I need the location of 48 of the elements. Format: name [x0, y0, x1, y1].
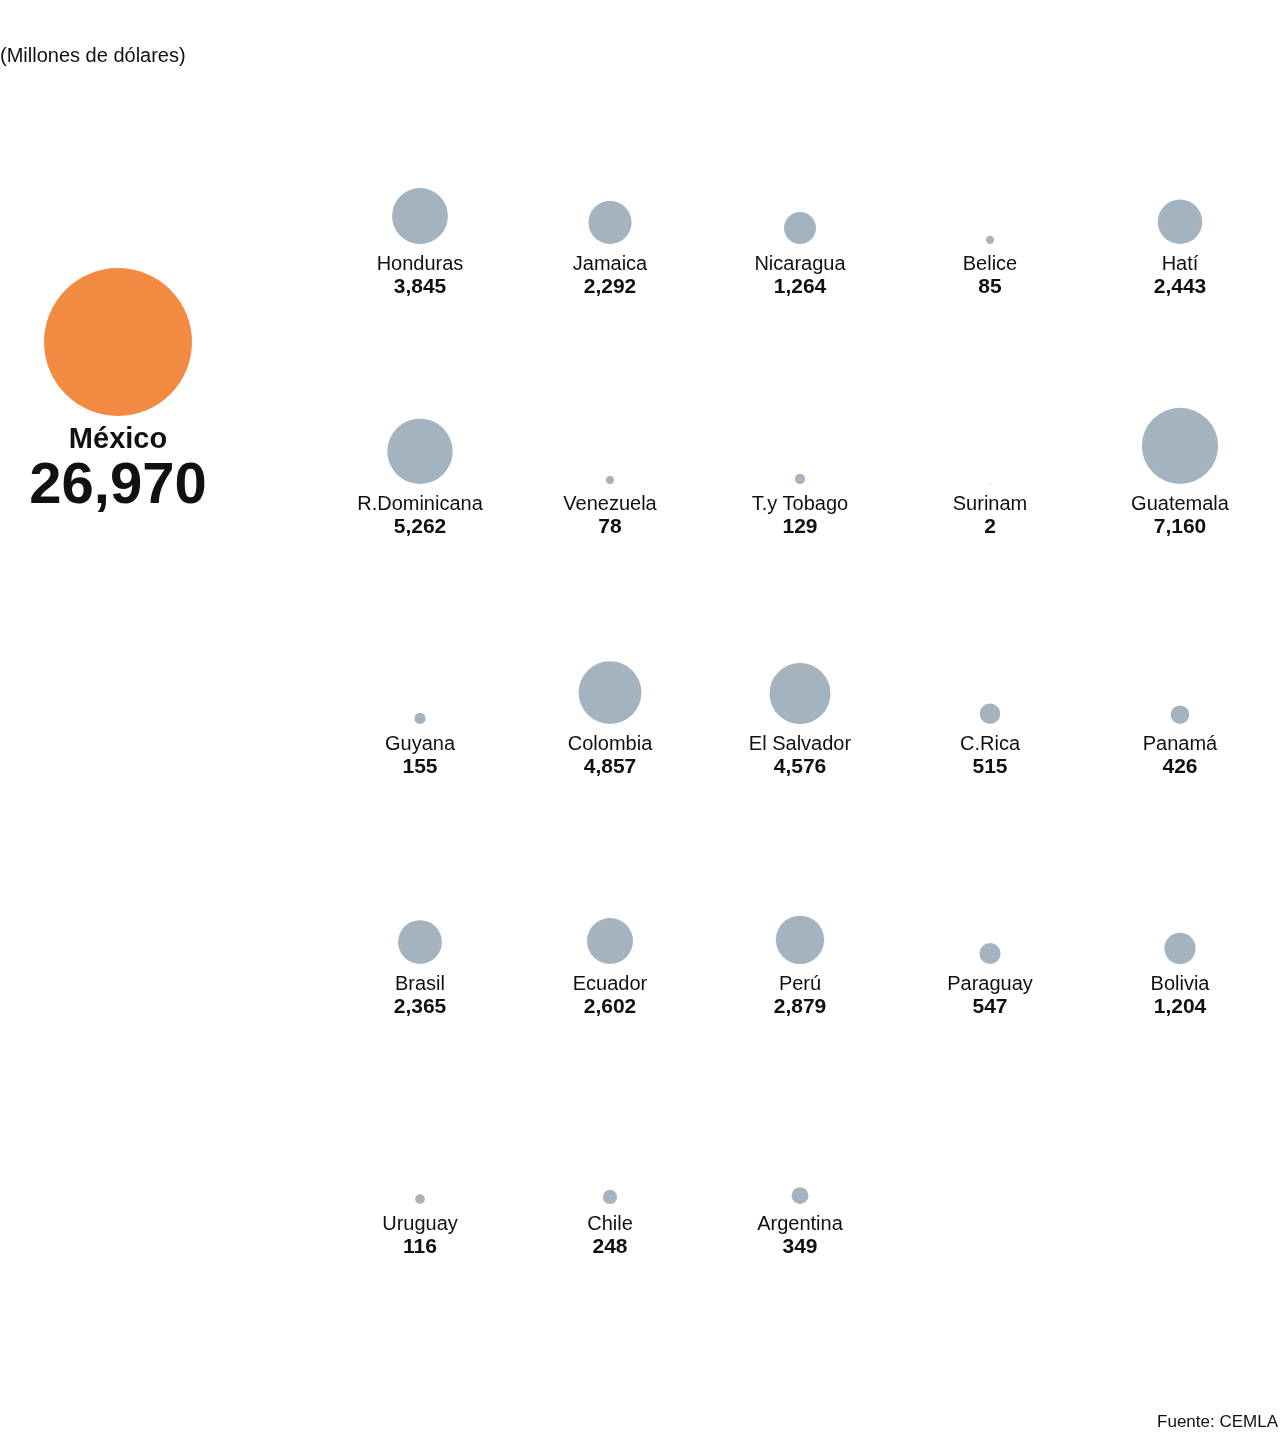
data-label: 2,292	[583, 274, 637, 297]
data-label: 2,602	[583, 994, 637, 1017]
category-label: Honduras	[376, 252, 464, 274]
data-label: 2,443	[1153, 274, 1207, 297]
data-label: 426	[1162, 754, 1198, 777]
data-label: 515	[972, 754, 1008, 777]
category-label: T.y Tobago	[751, 492, 849, 514]
data-label: 1,264	[773, 274, 827, 297]
data-label: 248	[592, 1234, 628, 1257]
category-label: Surinam	[952, 492, 1028, 514]
category-label: El Salvador	[748, 732, 852, 754]
category-label: Paraguay	[947, 972, 1033, 994]
data-label: 85	[978, 274, 1002, 297]
category-label: Hatí	[1161, 252, 1199, 274]
data-label: 129	[782, 514, 818, 537]
data-label: 78	[598, 514, 622, 537]
data-label: 116	[403, 1234, 437, 1257]
category-label: C.Rica	[959, 732, 1021, 754]
category-label: Perú	[778, 972, 822, 994]
data-label: 1,204	[1153, 994, 1207, 1017]
data-label: 7,160	[1153, 514, 1207, 537]
data-label: 155	[402, 754, 438, 777]
category-label: Panamá	[1142, 732, 1219, 754]
category-label: R.Dominicana	[357, 492, 484, 514]
category-label: Jamaica	[572, 252, 649, 274]
category-label: Guatemala	[1131, 492, 1230, 514]
data-label: 2,365	[393, 994, 447, 1017]
category-label: Bolivia	[1150, 972, 1211, 994]
category-label: Guyana	[384, 732, 456, 754]
data-label: 4,857	[583, 754, 637, 777]
category-label: Brasil	[394, 972, 446, 994]
source-note: Fuente: CEMLA	[1157, 1412, 1279, 1431]
data-label: 2,879	[773, 994, 827, 1017]
category-label: Ecuador	[572, 972, 648, 994]
data-label: 2	[984, 514, 996, 537]
data-label: 349	[782, 1234, 818, 1257]
category-label: Colombia	[567, 732, 654, 754]
category-label: Chile	[587, 1212, 633, 1234]
category-label: Uruguay	[382, 1212, 458, 1234]
category-label: Belice	[962, 252, 1018, 274]
data-label: 547	[972, 994, 1008, 1017]
data-label: 3,845	[393, 274, 447, 297]
data-label: 4,576	[773, 754, 827, 777]
category-label: Venezuela	[563, 492, 658, 514]
category-label: Nicaragua	[754, 252, 847, 274]
text: (Millones de dólares)	[0, 44, 186, 66]
category-label: Argentina	[757, 1212, 844, 1234]
data-label: 5,262	[393, 514, 447, 537]
